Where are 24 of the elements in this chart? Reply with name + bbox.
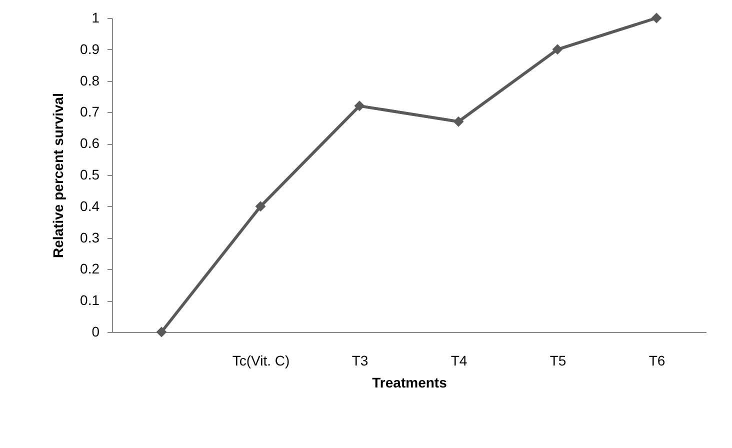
x-tick-label: T4 <box>450 352 468 368</box>
x-tick-label: T6 <box>648 352 666 368</box>
y-tick-label: 0.3 <box>80 229 100 246</box>
x-axis-title: Treatments <box>372 374 448 390</box>
point <box>651 12 662 24</box>
x-tick-label: Tc(Vit. C) <box>232 352 290 368</box>
y-tick-label: 0.7 <box>80 104 100 120</box>
point <box>552 44 563 55</box>
y-tick-label: 0.4 <box>80 198 100 214</box>
point <box>354 100 365 112</box>
y-tick-label: 0.5 <box>80 166 100 182</box>
y-tick-label: 1 <box>92 10 100 26</box>
y-tick-label: 0.1 <box>80 292 100 308</box>
x-tick-label: T3 <box>352 352 368 368</box>
point <box>156 326 167 338</box>
y-tick-label: 0.8 <box>80 72 100 88</box>
y-axis-title: Relative percent survival <box>50 93 66 258</box>
y-tick-label: 0.6 <box>80 135 100 152</box>
y-tick-label: 0 <box>92 324 100 340</box>
point <box>255 201 266 212</box>
y-tick-label: 0.2 <box>80 260 100 277</box>
point <box>453 116 464 127</box>
y-tick-label: 0.9 <box>80 40 100 57</box>
x-tick-label: T5 <box>550 352 566 368</box>
